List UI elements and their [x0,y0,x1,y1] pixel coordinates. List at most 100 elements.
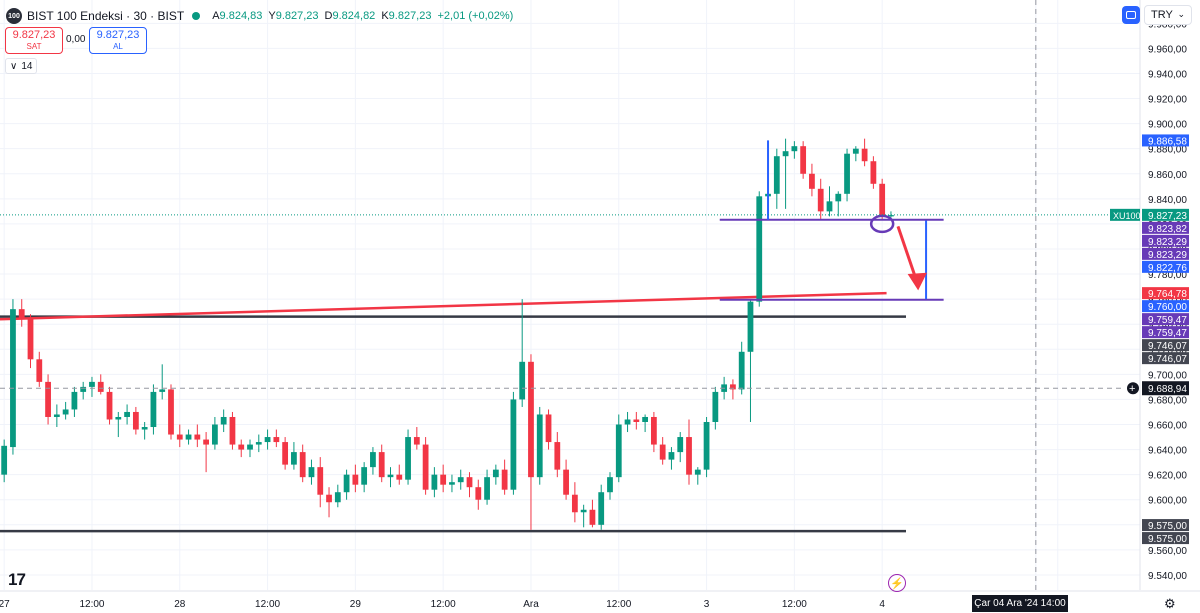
candle [747,301,754,352]
candle [615,424,622,478]
candle [440,474,447,485]
y-tick-label: 9.640,00 [1148,446,1187,457]
ohlc-close: K9.827,23 [381,10,432,22]
candle [651,416,657,445]
buy-label: AL [113,41,123,51]
candle [168,389,174,435]
candle [730,384,736,390]
candle [712,391,719,422]
x-tick-label: 27 [0,599,10,610]
level-label: 9.823,82 [1148,224,1187,235]
y-tick-label: 9.660,00 [1148,421,1187,432]
sell-price: 9.827,23 [12,28,56,41]
arrow-head [907,272,927,291]
candle [159,389,166,392]
candle [519,361,526,400]
chevron-down-icon: ⌄ [1177,9,1185,19]
candle [150,391,157,428]
candle [378,452,385,478]
candle [194,434,201,440]
candle [563,469,569,495]
level-label: 9.746,07 [1148,354,1187,365]
y-tick-label: 9.940,00 [1148,69,1187,80]
ohlc-low: D9.824,82 [324,10,376,22]
y-tick-label: 9.840,00 [1148,195,1187,206]
level-label-bg [1142,313,1189,326]
candle [387,474,394,478]
candle [475,487,482,500]
ohlc-change: +2,01 (+0,02%) [437,10,514,22]
plus-icon: + [1129,383,1135,395]
candle [844,153,850,194]
level-label: 9.823,29 [1148,250,1187,261]
candles [1,138,894,530]
y-tick-label: 9.960,00 [1148,44,1187,55]
crosshair-price-label: 9.688,94 [1148,384,1187,395]
level-label-bg [1142,234,1189,247]
level-label-bg [1142,300,1189,313]
candle [642,416,648,422]
x-tick-label: 28 [174,599,186,610]
candle [291,452,297,465]
level-label: 9.575,00 [1148,534,1187,545]
quantity-selector[interactable]: ∨ 14 [5,58,38,74]
candle [238,444,245,450]
level-label-bg [1142,326,1189,339]
candle [396,474,403,480]
y-tick-label: 9.700,00 [1148,370,1187,381]
candle [510,399,517,490]
candle [449,482,455,485]
x-tick-label: 12:00 [782,599,807,610]
spread-value: 0,00 [66,34,86,45]
candle [141,427,148,430]
settings-icon[interactable]: ⚙ [1164,596,1176,611]
ohlc-high: Y9.827,23 [268,10,319,22]
level-label: 9.886,58 [1148,136,1187,147]
candle [422,444,429,490]
screenshot-icon[interactable] [1122,6,1140,24]
candle [203,439,209,445]
candle [36,359,43,382]
candle [782,151,789,157]
candle [677,437,684,453]
candle [71,391,78,410]
candle [800,146,807,174]
candle [773,156,780,194]
symbol-tag-bg [1110,208,1140,221]
y-tick-label: 9.880,00 [1148,145,1187,156]
candle [317,467,324,495]
x-tick-label: 12:00 [606,599,631,610]
candle [536,414,543,478]
sell-button[interactable]: 9.827,23 SAT [5,27,63,54]
candle [852,148,859,154]
candle [27,319,34,360]
symbol-title[interactable]: BIST 100 Endeksi · 30 · BIST [27,9,185,23]
candle [361,467,368,485]
x-tick-label: 12:00 [255,599,280,610]
candle [791,146,798,152]
lightning-icon[interactable]: ⚡ [888,574,906,592]
candle [870,161,877,184]
trend-line [0,291,887,321]
tradingview-logo[interactable]: 17 [8,570,26,589]
add-alert-icon [1127,382,1139,395]
candle [659,444,666,460]
down-arrow [896,225,918,281]
candle [229,416,236,445]
level-label: 9.746,07 [1148,341,1187,352]
currency-select[interactable]: TRY ⌄ [1144,5,1192,25]
candle [18,309,25,320]
candle [45,381,51,417]
x-tick-label: 12:00 [431,599,456,610]
level-label-bg [1142,352,1189,365]
candle [571,494,578,513]
buy-button[interactable]: 9.827,23 AL [89,27,147,54]
candle [413,437,420,445]
sell-label: SAT [26,41,42,51]
candle [282,442,289,465]
level-label-bg [1142,134,1189,147]
ohlc-values: A9.824,83 Y9.827,23 D9.824,82 K9.827,23 … [212,10,513,22]
ohlc-open: A9.824,83 [212,10,263,22]
candle [89,381,95,387]
